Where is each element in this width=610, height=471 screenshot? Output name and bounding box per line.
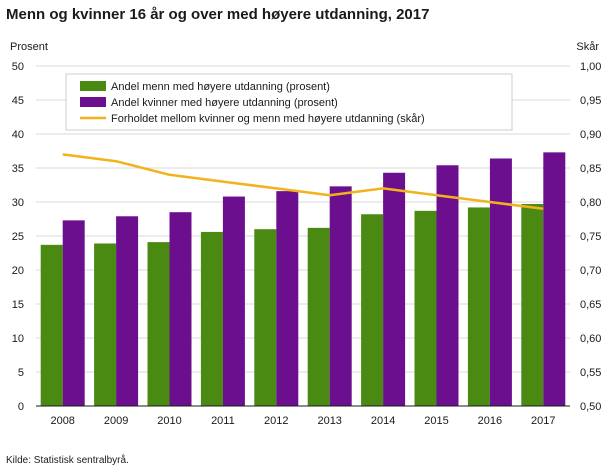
y-tick-left: 0 (18, 401, 24, 413)
y-tick-right: 0,60 (580, 333, 601, 345)
bar-kvinner-2015 (436, 165, 459, 406)
bar-menn-2017 (521, 204, 544, 406)
y-tick-left: 5 (18, 367, 24, 379)
y-tick-right: 0,75 (580, 231, 601, 243)
legend-label: Andel kvinner med høyere utdanning (pros… (111, 97, 338, 109)
bar-kvinner-2011 (222, 196, 245, 406)
legend-label: Forholdet mellom kvinner og menn med høy… (111, 113, 425, 125)
y-tick-right: 0,90 (580, 129, 601, 141)
legend-swatch (80, 97, 106, 107)
x-tick-label: 2008 (50, 415, 74, 427)
x-tick-label: 2012 (264, 415, 288, 427)
y-axis-title-right: Skår (576, 41, 599, 53)
y-tick-right: 0,55 (580, 367, 601, 379)
y-tick-left: 35 (12, 163, 24, 175)
y-axis-title-left: Prosent (10, 41, 48, 53)
bar-menn-2014 (361, 214, 384, 406)
legend-box (65, 73, 513, 131)
y-tick-right: 0,65 (580, 299, 601, 311)
y-tick-right: 0,70 (580, 265, 601, 277)
chart-title: Menn og kvinner 16 år og over med høyere… (6, 6, 430, 23)
x-tick-label: 2013 (317, 415, 341, 427)
bar-menn-2008 (40, 244, 63, 406)
ratio-line (62, 153, 544, 211)
bar-menn-2010 (147, 242, 170, 406)
bar-menn-2012 (254, 229, 277, 406)
y-tick-left: 20 (12, 265, 24, 277)
y-tick-right: 0,50 (580, 401, 601, 413)
x-tick-label: 2009 (104, 415, 128, 427)
y-tick-left: 45 (12, 95, 24, 107)
bars (40, 152, 566, 406)
ratio-line-layer (62, 153, 544, 211)
legend: Andel menn med høyere utdanning (prosent… (65, 73, 513, 131)
bar-menn-2015 (414, 210, 437, 406)
bar-kvinner-2012 (276, 191, 299, 406)
bar-kvinner-2017 (543, 152, 566, 406)
y-tick-right: 1,00 (580, 61, 601, 73)
x-tick-label: 2017 (531, 415, 555, 427)
legend-swatch (80, 81, 106, 91)
x-tick-label: 2010 (157, 415, 181, 427)
y-tick-right: 0,80 (580, 197, 601, 209)
y-tick-right: 0,85 (580, 163, 601, 175)
y-tick-left: 10 (12, 333, 24, 345)
bar-kvinner-2008 (62, 220, 85, 406)
bar-menn-2016 (467, 207, 490, 406)
source-note: Kilde: Statistisk sentralbyrå. (6, 455, 129, 466)
bar-menn-2013 (307, 227, 330, 406)
y-tick-left: 50 (12, 61, 24, 73)
bar-menn-2011 (200, 231, 223, 406)
bar-kvinner-2016 (489, 158, 512, 406)
x-tick-label: 2011 (211, 415, 235, 427)
legend-label: Andel menn med høyere utdanning (prosent… (111, 81, 330, 93)
x-tick-label: 2014 (371, 415, 395, 427)
y-tick-left: 40 (12, 129, 24, 141)
bar-kvinner-2014 (383, 172, 406, 406)
axes: 0 5 10 15 20 25 30 35 40 45 50 0,50 0,55 0,60 0,65 0,70… (10, 41, 601, 427)
y-tick-left: 15 (12, 299, 24, 311)
y-tick-left: 30 (12, 197, 24, 209)
x-tick-label: 2016 (478, 415, 502, 427)
y-tick-left: 25 (12, 231, 24, 243)
bar-kvinner-2010 (169, 212, 192, 406)
x-tick-label: 2015 (424, 415, 448, 427)
bar-kvinner-2009 (116, 216, 139, 406)
bar-menn-2009 (94, 243, 117, 406)
bar-kvinner-2013 (329, 186, 352, 406)
y-tick-right: 0,95 (580, 95, 601, 107)
